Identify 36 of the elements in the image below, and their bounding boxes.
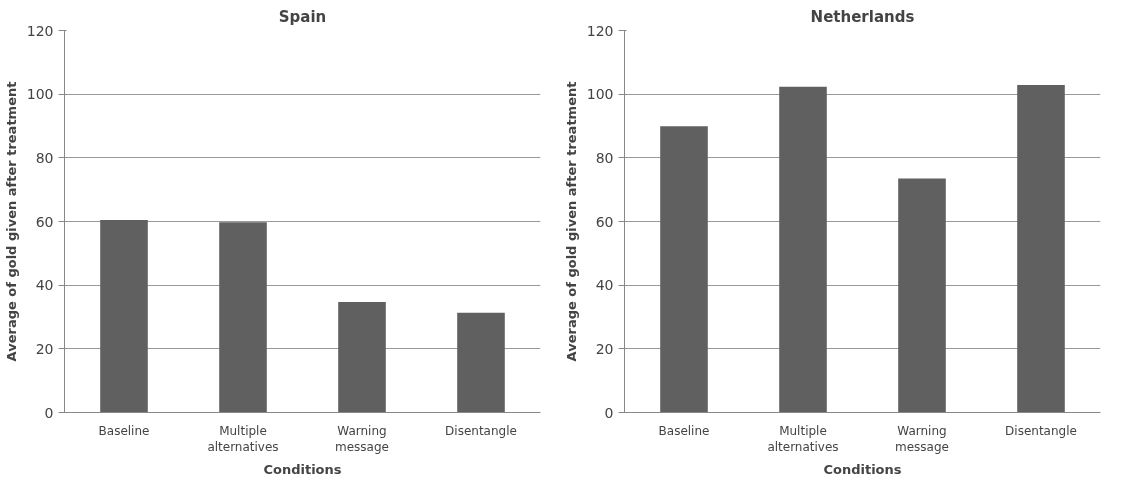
x-axis-title: Conditions (263, 462, 342, 478)
y-tick-label: 0 (44, 404, 54, 421)
chart-title: Netherlands (810, 7, 915, 26)
y-axis-title: Average of gold given after treatment (3, 81, 19, 362)
y-axis-title: Average of gold given after treatment (563, 81, 579, 362)
chart-title: Spain (278, 7, 327, 26)
y-tick-label: 20 (595, 340, 614, 357)
y-tick-label: 60 (35, 213, 54, 230)
y-tick-label: 80 (595, 149, 614, 166)
y-tick-label: 60 (595, 213, 614, 230)
x-tick-label: Baseline (658, 423, 710, 438)
x-tick-label: Multiple alternatives (207, 423, 279, 455)
x-tick-label: Warning message (335, 423, 389, 455)
y-tick-label: 120 (26, 22, 54, 39)
y-tick-label: 100 (26, 86, 54, 103)
x-tick-label: Baseline (98, 423, 150, 438)
x-tick-label: Warning message (895, 423, 949, 455)
bar (898, 178, 946, 413)
x-axis-title: Conditions (823, 462, 902, 478)
y-tick-label: 40 (35, 277, 54, 294)
y-tick-label: 0 (604, 404, 614, 421)
x-tick-label: Disentangle (445, 423, 517, 438)
y-tick-label: 80 (35, 149, 54, 166)
bar (457, 312, 505, 413)
x-tick-label: Disentangle (1005, 423, 1077, 438)
bar (779, 86, 827, 413)
y-tick-label: 120 (586, 22, 614, 39)
bar (219, 222, 267, 413)
bar (660, 126, 708, 413)
y-tick-label: 100 (586, 86, 614, 103)
bar (100, 219, 148, 413)
x-tick-label: Multiple alternatives (767, 423, 839, 455)
bar (1017, 84, 1065, 413)
bar (338, 302, 386, 413)
y-tick-label: 20 (35, 340, 54, 357)
y-tick-label: 40 (595, 277, 614, 294)
